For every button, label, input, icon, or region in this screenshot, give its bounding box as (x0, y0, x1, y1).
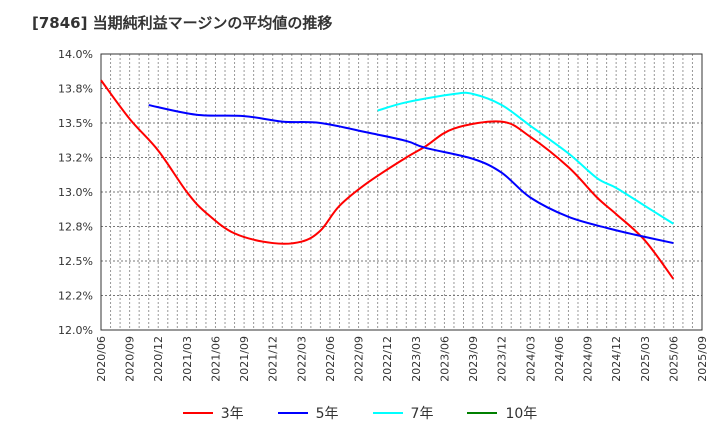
y-tick-label: 14.0% (58, 48, 93, 61)
legend: 3年 5年 7年 10年 (0, 403, 720, 423)
y-tick-label: 12.2% (58, 290, 93, 303)
x-tick-label: 2021/09 (238, 336, 251, 382)
x-tick-label: 2024/06 (553, 336, 566, 382)
legend-item: 7年 (372, 403, 434, 423)
x-tick-label: 2023/12 (496, 336, 509, 382)
y-tick-label: 12.5% (58, 255, 93, 268)
x-tick-label: 2022/12 (381, 336, 394, 382)
x-tick-label: 2023/06 (438, 336, 451, 382)
plot-frame (100, 53, 703, 331)
x-tick-label: 2025/09 (696, 336, 709, 382)
chart-title: [7846] 当期純利益マージンの平均値の推移 (32, 14, 333, 32)
y-tick-label: 12.0% (58, 324, 93, 337)
series-line-5年 (148, 104, 674, 245)
x-tick-label: 2025/03 (639, 336, 652, 382)
x-tick-label: 2021/12 (267, 336, 280, 382)
x-tick-label: 2024/12 (610, 336, 623, 382)
legend-swatch (372, 412, 403, 414)
legend-item: 10年 (467, 403, 537, 423)
legend-swatch (182, 412, 213, 414)
series-line-7年 (377, 91, 674, 225)
legend-label: 5年 (315, 406, 339, 422)
x-tick-label: 2021/06 (209, 336, 222, 382)
legend-label: 3年 (220, 406, 244, 422)
x-tick-label: 2024/03 (524, 336, 537, 382)
x-tick-label: 2020/12 (152, 336, 165, 382)
y-tick-label: 13.8% (58, 83, 93, 96)
legend-item: 5年 (277, 403, 339, 423)
y-tick-label: 13.5% (58, 117, 93, 130)
x-tick-label: 2025/06 (667, 336, 680, 382)
y-tick-label: 13.2% (58, 152, 93, 165)
x-tick-label: 2023/09 (467, 336, 480, 382)
x-tick-label: 2022/09 (353, 336, 366, 382)
x-tick-label: 2021/03 (181, 336, 194, 382)
x-tick-label: 2020/06 (95, 336, 108, 382)
x-tick-label: 2024/09 (582, 336, 595, 382)
x-tick-label: 2020/09 (124, 336, 137, 382)
x-tick-label: 2022/03 (295, 336, 308, 382)
legend-item: 3年 (182, 403, 244, 423)
x-tick-label: 2022/06 (324, 336, 337, 382)
legend-swatch (467, 412, 498, 414)
y-tick-label: 13.0% (58, 186, 93, 199)
legend-label: 7年 (410, 406, 434, 422)
legend-swatch (277, 412, 308, 414)
y-tick-label: 12.8% (58, 221, 93, 234)
legend-label: 10年 (505, 406, 538, 422)
series-line-3年 (100, 79, 675, 280)
x-tick-label: 2023/03 (410, 336, 423, 382)
